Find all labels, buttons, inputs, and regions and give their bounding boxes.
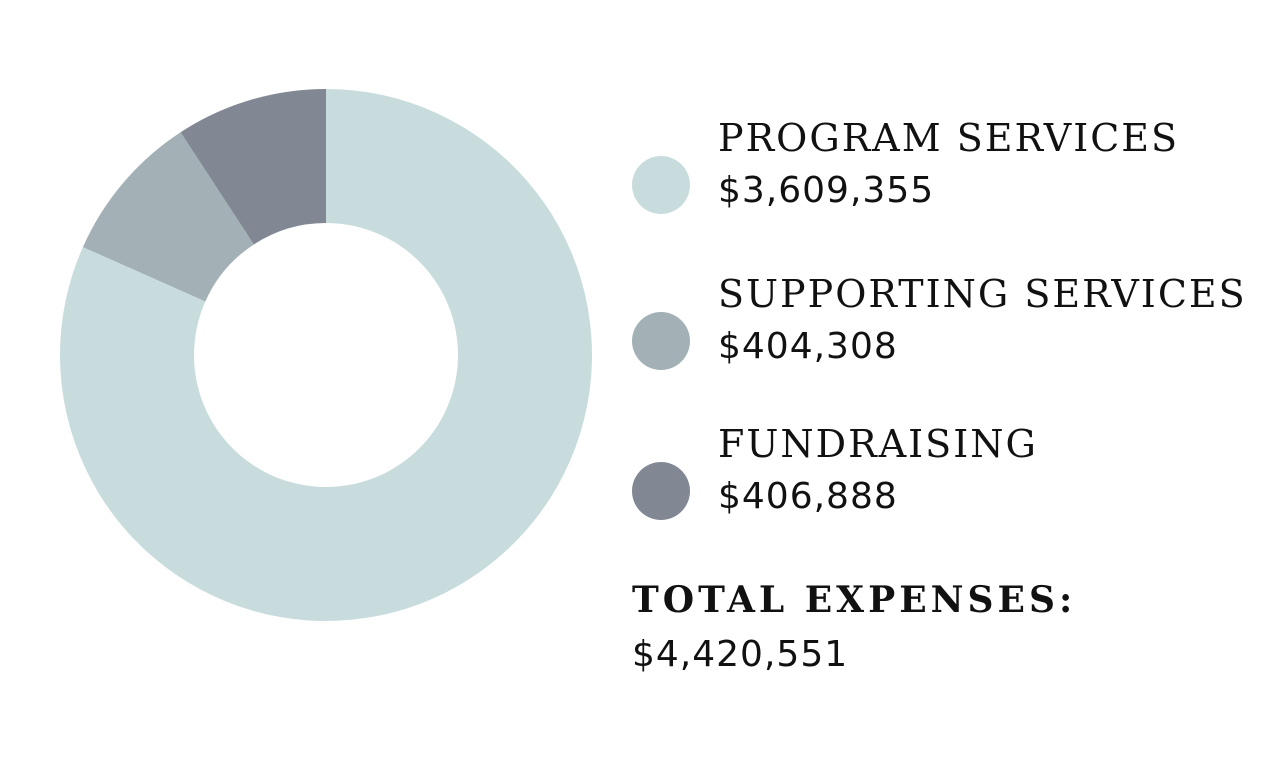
legend-label-fundraising: FUNDRAISING xyxy=(718,422,1038,466)
legend-item-program-services: PROGRAM SERVICES $3,609,355 xyxy=(632,114,1272,234)
legend-label-supporting-services: SUPPORTING SERVICES xyxy=(718,272,1247,316)
legend-swatch-program-services xyxy=(632,156,690,214)
legend-value-fundraising: $406,888 xyxy=(718,476,898,517)
total-expenses-label: TOTAL EXPENSES: xyxy=(632,579,1077,621)
donut-slice-supporting-services xyxy=(82,132,254,302)
legend-label-program-services: PROGRAM SERVICES xyxy=(718,116,1180,160)
legend-value-program-services: $3,609,355 xyxy=(718,170,935,211)
legend-item-supporting-services: SUPPORTING SERVICES $404,308 xyxy=(632,270,1272,390)
legend-swatch-supporting-services xyxy=(632,312,690,370)
legend-item-fundraising: FUNDRAISING $406,888 xyxy=(632,420,1272,540)
total-expenses-value: $4,420,551 xyxy=(632,634,849,675)
donut-slice-fundraising xyxy=(180,89,326,245)
donut-slice-program-services xyxy=(59,89,592,621)
legend-value-supporting-services: $404,308 xyxy=(718,326,898,367)
legend-swatch-fundraising xyxy=(632,462,690,520)
donut-chart xyxy=(59,89,592,621)
donut-slices xyxy=(59,89,592,621)
